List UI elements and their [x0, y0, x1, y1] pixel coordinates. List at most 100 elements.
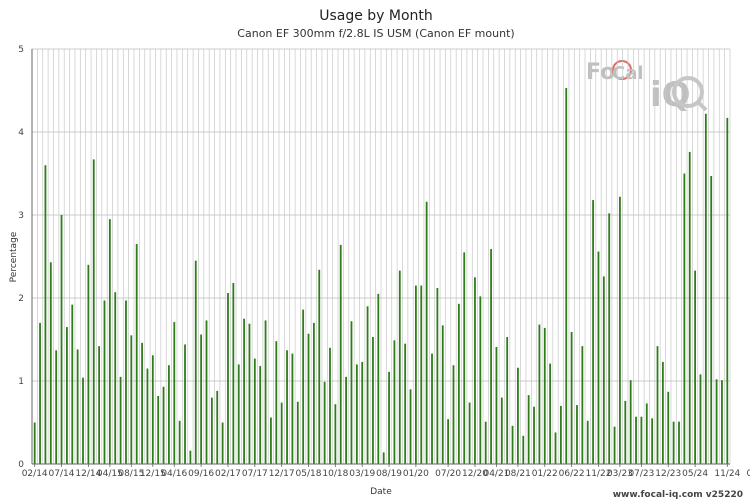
bar [33, 422, 36, 464]
bar [355, 364, 358, 464]
bar [205, 320, 208, 464]
bar [345, 376, 347, 464]
bar [624, 400, 627, 464]
bar [216, 390, 219, 464]
bar [92, 159, 95, 464]
bar [312, 322, 315, 464]
bar [71, 304, 74, 464]
bar [108, 219, 111, 464]
y-tick-label: 3 [18, 211, 24, 221]
bar [275, 341, 278, 464]
bar [125, 300, 127, 464]
x-tick-label: 04/16 [161, 469, 187, 479]
bar [388, 371, 390, 464]
chart-title: Usage by Month [319, 8, 433, 24]
bar [533, 406, 535, 464]
bar [286, 350, 288, 464]
bar [103, 300, 106, 464]
bar [570, 332, 573, 464]
bar [296, 401, 299, 464]
bar [66, 327, 68, 464]
x-axis-label: Date [370, 487, 392, 497]
x-tick-label: 07/20 [435, 469, 461, 479]
bar [130, 335, 133, 464]
grid-lines [31, 48, 731, 465]
bar [323, 381, 326, 464]
bar [259, 366, 262, 464]
x-tick-label: 10/18 [322, 469, 348, 479]
bar [307, 333, 310, 464]
bar [500, 397, 503, 464]
bar [565, 88, 568, 464]
y-tick-label: 1 [18, 377, 24, 387]
bar [704, 113, 707, 465]
bar [629, 380, 632, 464]
x-tick-label: 08/19 [376, 469, 402, 479]
bar [237, 364, 240, 464]
bar [173, 322, 176, 464]
bar [361, 361, 364, 464]
bar [640, 416, 643, 464]
bar [656, 346, 659, 464]
x-tick-label: 03/23 [607, 469, 633, 479]
bar [409, 389, 412, 464]
bar [141, 342, 143, 464]
x-tick-label: 05/24 [682, 469, 708, 479]
bar [441, 325, 444, 464]
bar [715, 379, 718, 464]
logo-text-c: iQ [650, 75, 691, 115]
bar [55, 350, 58, 464]
bar [672, 421, 675, 464]
bar [232, 283, 235, 464]
bar [350, 321, 353, 464]
bar [334, 404, 337, 464]
x-tick-label: 04/15 [97, 469, 123, 479]
bar [506, 337, 509, 464]
bar [592, 200, 594, 464]
bar [151, 355, 154, 464]
bar [184, 344, 186, 464]
x-tick-label: 08/15 [118, 469, 144, 479]
bar [554, 432, 557, 464]
x-tick-label: 01/20 [403, 469, 429, 479]
bar [302, 309, 305, 464]
bar [270, 417, 272, 464]
bar [87, 264, 90, 464]
x-tick-label: 06/22 [559, 469, 585, 479]
bar [688, 151, 691, 465]
bar [248, 323, 251, 464]
bar [683, 173, 686, 464]
bar [474, 277, 476, 464]
magnifier-handle-icon [696, 100, 708, 112]
bar [243, 318, 245, 464]
bar [447, 419, 450, 464]
bar [538, 324, 541, 464]
chart-subtitle: Canon EF 300mm f/2.8L IS USM (Canon EF m… [237, 27, 514, 40]
bars [33, 88, 729, 465]
bar [661, 361, 664, 464]
bar [667, 391, 670, 464]
y-tick-label: 2 [18, 294, 24, 304]
bar [415, 285, 417, 464]
bar [608, 213, 611, 464]
bar [457, 303, 460, 464]
bar [581, 346, 584, 464]
magnifier-icon [672, 76, 704, 108]
bar [114, 292, 117, 464]
bar [162, 386, 165, 464]
bar [318, 269, 321, 464]
x-tick-label: 08/21 [505, 469, 531, 479]
x-tick-label: 01/22 [532, 469, 558, 479]
bar [495, 346, 498, 464]
bar [210, 397, 213, 464]
x-tick-label: 02/17 [215, 469, 241, 479]
y-tick-labels: 0 1 2 3 4 5 [18, 45, 24, 470]
bar [372, 337, 374, 464]
bar [366, 306, 369, 464]
bar [178, 420, 181, 464]
bar [543, 327, 546, 464]
bar [280, 402, 283, 464]
x-tick-label: 02/14 [22, 469, 48, 479]
y-axis-label: Percentage [9, 231, 19, 282]
